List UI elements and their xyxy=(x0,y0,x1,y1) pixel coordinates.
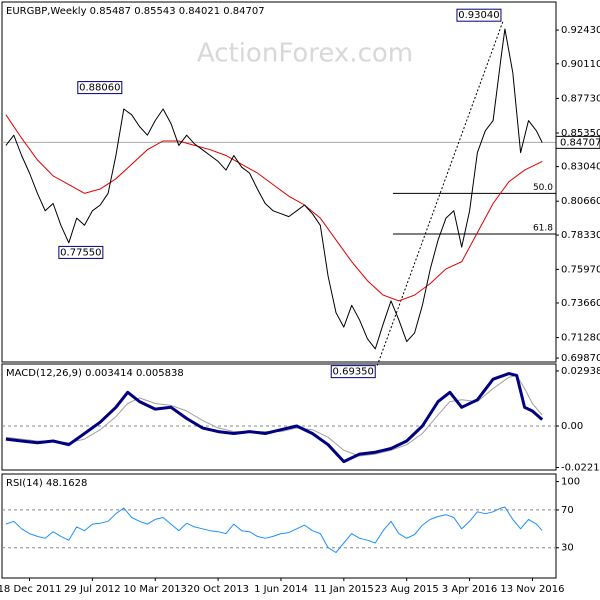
y-tick-label: 0.92430 xyxy=(561,25,600,36)
panel-title: MACD(12,26,9) 0.003414 0.005838 xyxy=(6,368,184,379)
x-tick-label: 13 Nov 2016 xyxy=(500,584,564,595)
last-price-label: 0.84707 xyxy=(560,137,600,148)
x-tick-label: 18 Dec 2011 xyxy=(0,584,61,595)
trend-line xyxy=(376,21,504,366)
annotation-box xyxy=(456,8,502,22)
y-tick-label: 0.71280 xyxy=(561,333,600,344)
panel-frame xyxy=(1,363,557,471)
annotation-box xyxy=(330,365,376,379)
y-tick-label: 0.85350 xyxy=(561,128,600,139)
y-tick-label: 0.029387 xyxy=(561,366,600,377)
x-tick-label: 20 Oct 2013 xyxy=(187,584,249,595)
y-tick-label: 0.78330 xyxy=(561,230,600,241)
last-price-box xyxy=(555,135,600,149)
x-tick-label: 11 Jan 2015 xyxy=(314,584,374,595)
annotation-box xyxy=(77,81,123,95)
panel-frame xyxy=(1,1,557,363)
y-tick-label: 100 xyxy=(561,477,580,488)
series-line xyxy=(5,28,543,350)
y-tick-label: 0.80660 xyxy=(561,196,600,207)
x-tick-label: 1 Jun 2014 xyxy=(254,584,308,595)
y-tick-label: 0.69870 xyxy=(561,353,600,364)
annotation-label: 0.69350 xyxy=(333,367,374,378)
annotation-label: 0.77550 xyxy=(60,247,101,258)
y-tick-label: 0.83040 xyxy=(561,162,600,173)
series-line xyxy=(5,372,544,464)
x-tick-label: 29 Jul 2012 xyxy=(64,584,121,595)
x-tick-label: 23 Aug 2015 xyxy=(375,584,439,595)
y-tick-label: -0.022161 xyxy=(561,462,600,473)
panel-title: EURGBP,Weekly 0.85487 0.85543 0.84021 0.… xyxy=(6,6,265,17)
y-tick-label: 0.87730 xyxy=(561,93,600,104)
fib-label: 50.0 xyxy=(533,183,553,193)
y-tick-label: 0.00 xyxy=(561,421,583,432)
y-tick-label: 30 xyxy=(561,543,574,554)
x-tick-label: 10 Mar 2013 xyxy=(124,584,187,595)
y-tick-label: 70 xyxy=(561,505,574,516)
panel-title: RSI(14) 48.1628 xyxy=(6,478,87,489)
fib-label: 61.8 xyxy=(533,224,553,234)
x-tick-label: 3 Apr 2016 xyxy=(442,584,497,595)
annotation-label: 0.93040 xyxy=(458,10,499,21)
annotation-label: 0.88060 xyxy=(79,83,120,94)
watermark: ActionForex.com xyxy=(197,39,413,69)
moving-average xyxy=(5,114,543,302)
panel-frame xyxy=(1,473,557,579)
annotation-box xyxy=(58,245,104,259)
y-tick-label: 0.73660 xyxy=(561,298,600,309)
y-tick-label: 0.75970 xyxy=(561,264,600,275)
series-line xyxy=(5,506,543,553)
y-tick-label: 0.90110 xyxy=(561,59,600,70)
